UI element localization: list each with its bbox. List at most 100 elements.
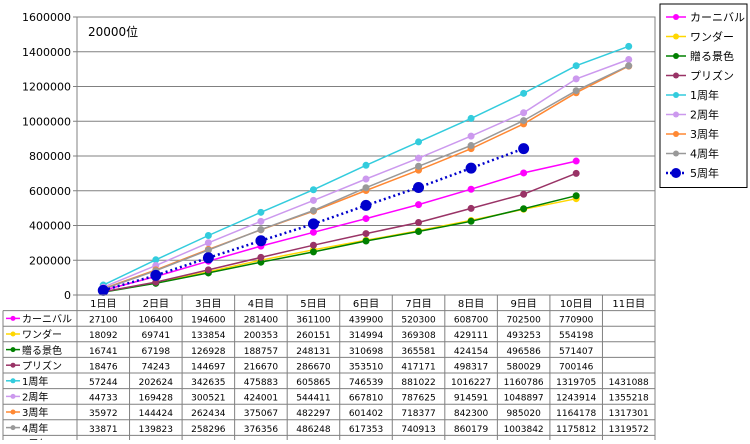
table-cell-0-3: 281400 [244, 316, 279, 326]
table-cell-5-6: 787625 [401, 394, 435, 404]
series-7-point-5 [362, 184, 370, 192]
y-tick-label-2: 400000 [29, 220, 71, 233]
table-legend-key-marker-5 [10, 393, 16, 399]
table-cell-0-2: 194600 [191, 316, 226, 326]
table-cell-4-3: 475883 [244, 378, 278, 388]
table-cell-2-6: 365581 [401, 347, 435, 357]
table-cell-3-7: 498317 [454, 362, 488, 372]
series-2-point-5 [362, 237, 370, 245]
y-tick-label-0: 0 [64, 289, 71, 302]
table-cell-5-5: 667810 [349, 394, 384, 404]
series-7-point-7 [467, 142, 475, 150]
series-0-point-4 [309, 228, 317, 236]
table-cell-1-5: 314994 [349, 331, 384, 341]
legend-label-3: プリズン [690, 69, 734, 83]
series-5-point-4 [309, 196, 317, 204]
legend-marker-8 [671, 168, 681, 178]
series-8-point-1 [150, 269, 162, 281]
table-cell-4-2: 342635 [191, 378, 225, 388]
table-cell-3-0: 18476 [89, 362, 118, 372]
series-5-point-3 [257, 217, 265, 225]
series-7-point-9 [572, 87, 580, 95]
legend-marker-7 [673, 150, 679, 157]
table-cell-7-4: 486248 [296, 425, 331, 435]
series-5-point-9 [572, 75, 580, 83]
plot-annotation: 20000位 [88, 24, 138, 39]
table-cell-7-8: 1003842 [504, 425, 544, 435]
series-7-point-10 [625, 62, 633, 70]
table-cell-5-0: 44733 [89, 394, 118, 404]
table-cell-1-1: 69741 [141, 331, 170, 341]
table-cell-5-1: 169428 [139, 394, 174, 404]
table-legend-key-marker-7 [10, 425, 16, 431]
x-tick-label-2: 3日目 [195, 299, 221, 310]
series-4-point-8 [520, 89, 528, 97]
series-4-point-6 [415, 138, 423, 146]
series-2-point-7 [467, 217, 475, 225]
table-legend-key-marker-0 [10, 315, 16, 321]
y-tick-label-7: 1400000 [22, 46, 71, 59]
table-cell-0-0: 27100 [89, 316, 118, 326]
table-cell-3-9: 700146 [559, 362, 594, 372]
table-cell-0-4: 361100 [296, 316, 331, 326]
series-7-point-4 [309, 207, 317, 215]
table-cell-3-4: 286670 [296, 362, 331, 372]
table-legend-key-marker-2 [10, 347, 16, 353]
series-2-point-8 [520, 205, 528, 213]
series-8-point-2 [202, 252, 214, 264]
series-5-point-6 [415, 154, 423, 162]
legend-label-2: 贈る景色 [690, 49, 734, 63]
y-tick-label-4: 800000 [29, 150, 71, 163]
table-series-name-3: プリズン [22, 359, 62, 372]
table-cell-1-3: 200353 [244, 331, 278, 341]
series-7-point-2 [204, 246, 212, 254]
table-cell-3-8: 580029 [506, 362, 541, 372]
series-0-point-8 [520, 169, 528, 177]
series-4-point-2 [204, 231, 212, 239]
table-cell-5-3: 424001 [244, 394, 278, 404]
table-legend-key-marker-1 [10, 331, 16, 337]
table-cell-6-5: 601402 [349, 409, 383, 419]
legend-marker-3 [673, 72, 679, 79]
table-cell-3-6: 417171 [401, 362, 435, 372]
legend-label-0: カーニバル [690, 11, 745, 24]
series-0-point-7 [467, 185, 475, 193]
series-3-point-9 [572, 169, 580, 177]
table-cell-4-9: 1319705 [556, 378, 596, 388]
y-tick-label-1: 200000 [29, 254, 71, 267]
series-5-point-5 [362, 175, 370, 183]
table-cell-5-10: 1355218 [609, 394, 649, 404]
table-cell-6-4: 482297 [296, 409, 330, 419]
table-cell-2-7: 424154 [454, 347, 489, 357]
series-4-point-5 [362, 161, 370, 169]
table-cell-3-3: 216670 [244, 362, 279, 372]
table-cell-7-2: 258296 [191, 425, 226, 435]
table-cell-2-5: 310698 [349, 347, 384, 357]
table-cell-2-2: 126928 [191, 347, 226, 357]
table-cell-1-4: 260151 [296, 331, 330, 341]
series-2-point-4 [309, 248, 317, 256]
table-cell-5-8: 1048897 [504, 394, 544, 404]
table-cell-6-6: 718377 [401, 409, 435, 419]
series-7-point-6 [415, 162, 423, 170]
table-cell-4-5: 746539 [349, 378, 384, 388]
series-4-point-3 [257, 208, 265, 216]
series-8-point-8 [518, 143, 530, 155]
table-legend-key-marker-4 [10, 378, 16, 384]
table-cell-1-7: 429111 [454, 331, 488, 341]
series-8-point-6 [413, 181, 425, 193]
y-tick-label-8: 1600000 [22, 11, 71, 24]
series-4-point-10 [625, 42, 633, 50]
table-cell-6-8: 985020 [506, 409, 541, 419]
table-cell-2-8: 496586 [506, 347, 541, 357]
x-tick-label-1: 2日目 [143, 299, 169, 310]
table-cell-5-4: 544411 [296, 394, 330, 404]
table-cell-4-4: 605865 [296, 378, 330, 388]
x-tick-label-4: 5日目 [300, 299, 326, 310]
table-cell-7-10: 1319572 [609, 425, 649, 435]
table-series-name-1: ワンダー [22, 328, 62, 341]
series-8-point-0 [97, 284, 109, 296]
table-cell-1-9: 554198 [559, 331, 594, 341]
table-cell-6-3: 375067 [244, 409, 278, 419]
table-legend-key-marker-3 [10, 362, 16, 368]
